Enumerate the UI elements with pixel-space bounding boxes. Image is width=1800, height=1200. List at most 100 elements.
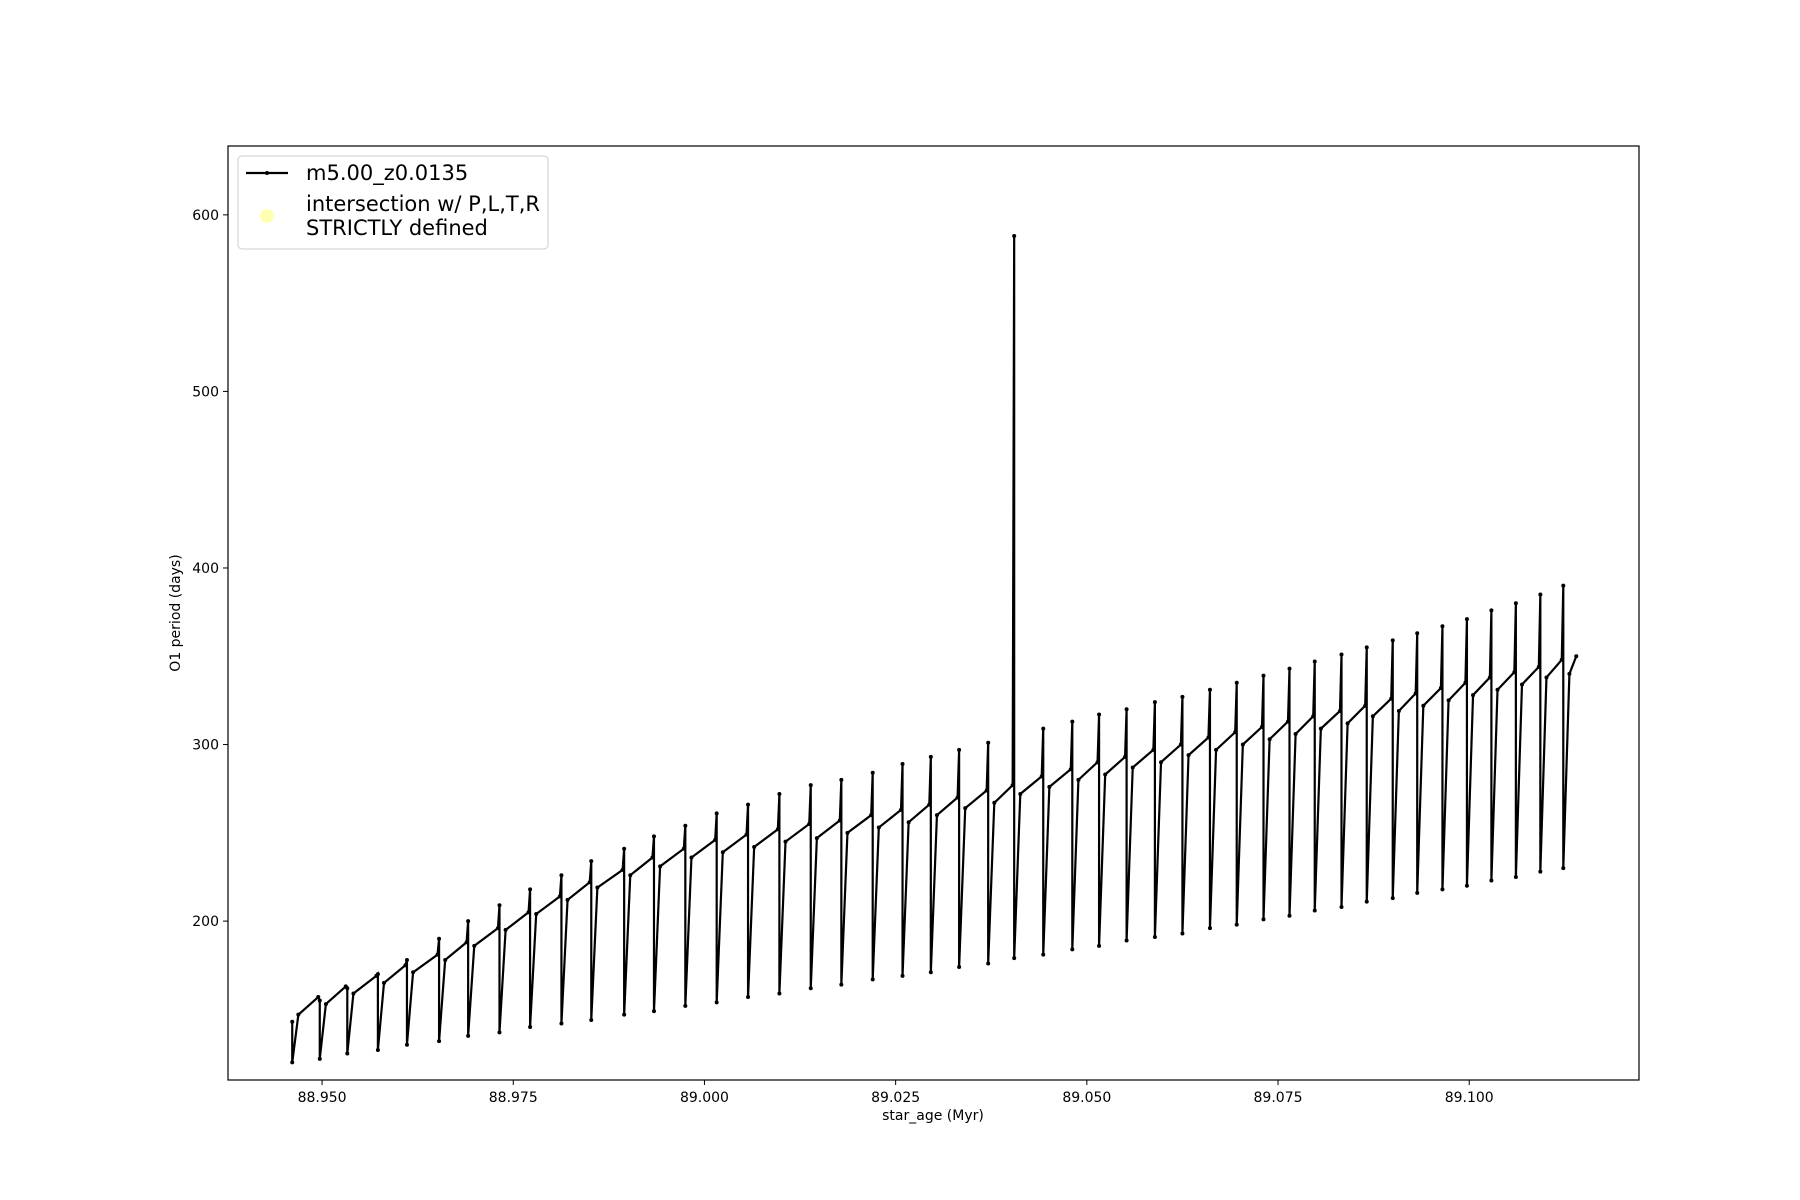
data-point <box>839 777 844 782</box>
legend-label-line: STRICTLY defined <box>306 216 488 240</box>
y-tick-label: 200 <box>192 914 219 930</box>
data-point <box>559 873 564 878</box>
data-point <box>1561 583 1566 588</box>
data-point <box>1240 742 1245 747</box>
data-point <box>986 740 991 745</box>
data-point <box>992 800 997 805</box>
data-point <box>565 897 570 902</box>
data-point <box>1438 686 1443 691</box>
data-point <box>526 910 531 915</box>
data-point <box>807 821 812 826</box>
data-point <box>1536 664 1541 669</box>
data-point <box>557 894 562 899</box>
data-point <box>1538 592 1543 597</box>
data-point <box>650 855 655 860</box>
data-point <box>1070 947 1075 952</box>
x-tick-label: 89.050 <box>1062 1090 1111 1106</box>
data-point <box>900 761 905 766</box>
x-tick-label: 89.075 <box>1254 1090 1303 1106</box>
data-point <box>927 802 932 807</box>
data-point <box>1152 934 1157 939</box>
data-point <box>1070 719 1075 724</box>
data-point <box>1464 617 1469 622</box>
data-point <box>1068 767 1073 772</box>
data-point <box>290 1060 295 1065</box>
plot-frame <box>227 145 1640 1081</box>
data-point <box>1018 791 1023 796</box>
data-point <box>443 957 448 962</box>
data-point <box>808 783 813 788</box>
data-point <box>589 1017 594 1022</box>
data-point <box>900 973 905 978</box>
data-point <box>783 839 788 844</box>
data-point <box>746 802 751 807</box>
data-point <box>1390 638 1395 643</box>
data-point <box>1214 747 1219 752</box>
y-tick-label: 500 <box>192 384 219 400</box>
data-point <box>497 1030 502 1035</box>
data-point <box>1318 726 1323 731</box>
data-point <box>1345 721 1350 726</box>
data-point <box>495 926 500 931</box>
data-point <box>1471 693 1476 698</box>
y-axis-label: O1 period (days) <box>168 554 184 671</box>
data-point <box>1152 700 1157 705</box>
data-point <box>1489 878 1494 883</box>
y-tick-label: 300 <box>192 738 219 754</box>
data-point <box>1363 703 1368 708</box>
data-point <box>437 936 442 941</box>
legend-label: intersection w/ P,L,T,R STRICTLY defined <box>306 192 540 240</box>
data-point <box>375 1047 380 1052</box>
data-point <box>497 903 502 908</box>
data-point <box>1234 922 1239 927</box>
x-tick-label: 89.025 <box>871 1090 920 1106</box>
data-point <box>437 1039 442 1044</box>
data-point <box>1487 675 1492 680</box>
data-point <box>1339 652 1344 657</box>
data-point <box>957 965 962 970</box>
data-point <box>869 813 874 818</box>
data-point <box>1287 666 1292 671</box>
data-point <box>689 855 694 860</box>
data-point <box>466 1033 471 1038</box>
data-point <box>1370 714 1375 719</box>
legend-dot <box>265 171 269 175</box>
data-point <box>404 1042 409 1047</box>
data-point <box>1312 659 1317 664</box>
y-tick-label: 400 <box>192 561 219 577</box>
data-point <box>1513 874 1518 879</box>
data-point <box>1489 608 1494 613</box>
data-point <box>403 963 408 968</box>
data-point <box>1207 926 1212 931</box>
data-point <box>984 788 989 793</box>
legend-marker <box>260 209 274 223</box>
data-point <box>1233 730 1238 735</box>
data-point <box>296 1012 301 1017</box>
data-point <box>1207 687 1212 692</box>
data-point <box>658 864 663 869</box>
data-point <box>589 859 594 864</box>
data-point <box>845 830 850 835</box>
data-point <box>876 825 881 830</box>
data-point <box>1311 714 1316 719</box>
data-point <box>1012 234 1017 239</box>
data-point <box>752 844 757 849</box>
data-point <box>1261 917 1266 922</box>
data-point <box>1010 783 1015 788</box>
data-point <box>1421 703 1426 708</box>
data-point <box>345 986 350 991</box>
data-point <box>744 832 749 837</box>
data-point <box>1097 712 1102 717</box>
data-point <box>1512 670 1517 675</box>
data-point <box>713 837 718 842</box>
data-point <box>1513 601 1518 606</box>
legend-label-line: intersection w/ P,L,T,R <box>306 192 540 216</box>
data-point <box>1178 742 1183 747</box>
data-point <box>1039 774 1044 779</box>
data-point <box>464 940 469 945</box>
data-point <box>934 813 939 818</box>
data-point <box>928 970 933 975</box>
data-point <box>1312 908 1317 913</box>
data-point <box>595 885 600 890</box>
